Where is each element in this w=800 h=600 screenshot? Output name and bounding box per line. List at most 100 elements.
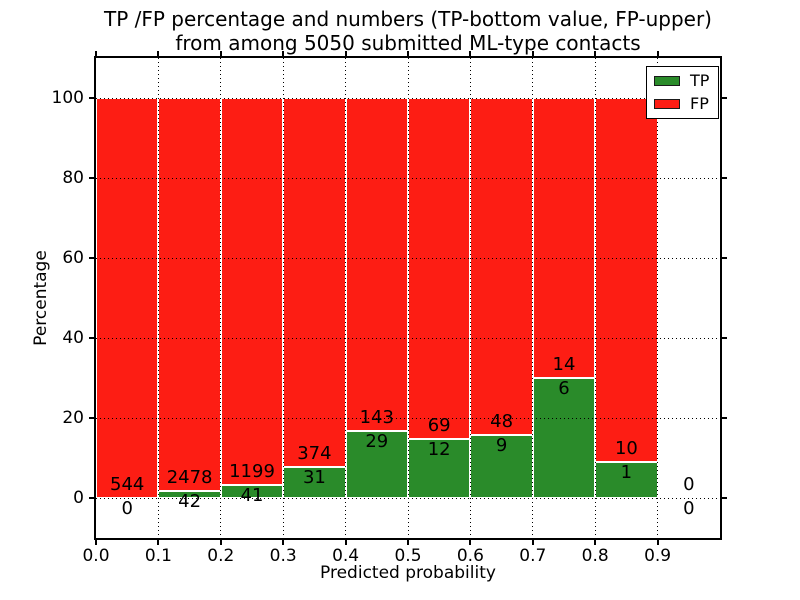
y-tick-label: 60	[62, 248, 84, 268]
tp-count-label: 29	[365, 430, 389, 452]
fp-count-label: 2478	[166, 467, 213, 489]
x-tick-label: 0.8	[581, 546, 609, 566]
x-tick-label: 0.6	[456, 546, 484, 566]
y-tick-mark-right	[722, 177, 727, 179]
x-tick-label: 0.4	[332, 546, 360, 566]
legend-label-fp: FP	[690, 94, 709, 113]
tp-count-label: 9	[495, 434, 508, 456]
y-tick-mark-right	[722, 337, 727, 339]
y-tick-mark	[89, 417, 94, 419]
x-tick-label: 0.7	[519, 546, 547, 566]
bar-segment-tp	[470, 434, 533, 498]
bar-segment-fp	[158, 98, 221, 492]
y-tick-label: 40	[62, 328, 84, 348]
tp-count-label: 0	[683, 498, 695, 519]
y-tick-label: 20	[62, 408, 84, 428]
x-tick-mark-top	[282, 51, 285, 56]
bar-segment-fp	[283, 98, 346, 468]
x-tick-mark-top	[157, 51, 160, 56]
bar-segment-fp	[345, 98, 408, 431]
y-tick-label: 0	[73, 488, 84, 508]
legend-swatch-fp-icon	[654, 99, 680, 109]
y-tick-mark	[89, 97, 94, 99]
legend-entry-fp: FP	[654, 96, 709, 112]
grid-line-vertical	[220, 58, 222, 538]
fp-count-label: 0	[683, 474, 695, 495]
x-tick-mark	[219, 540, 222, 545]
x-tick-mark	[469, 540, 472, 545]
grid-line-vertical	[469, 58, 471, 538]
x-tick-mark-top	[469, 51, 472, 56]
bar-segment-tp	[595, 461, 658, 498]
grid-line-vertical	[282, 58, 284, 538]
x-tick-mark-top	[344, 51, 347, 56]
y-tick-mark	[89, 337, 94, 339]
bar-segment-tp	[408, 438, 471, 498]
bar-segment-tp	[220, 484, 284, 498]
fp-count-label: 1199	[229, 460, 275, 482]
x-axis-label: Predicted probability	[320, 563, 496, 583]
y-tick-mark	[89, 497, 94, 499]
tp-count-label: 31	[302, 467, 326, 489]
x-tick-mark-top	[531, 51, 534, 56]
y-tick-label: 100	[51, 88, 84, 108]
y-tick-label: 80	[62, 168, 84, 188]
x-tick-mark-top	[407, 51, 409, 56]
grid-line-horizontal	[96, 97, 720, 99]
y-tick-mark-right	[722, 497, 727, 499]
x-tick-label: 0.2	[207, 546, 235, 566]
y-tick-mark	[89, 177, 94, 179]
bar-segment-tp	[345, 430, 408, 498]
legend-label-tp: TP	[690, 71, 710, 90]
fp-count-label: 69	[427, 414, 451, 436]
x-tick-mark	[282, 540, 285, 545]
grid-line-horizontal	[96, 177, 720, 179]
grid-line-vertical	[594, 58, 596, 538]
bar-segment-tp	[283, 467, 346, 498]
bar-segment-fp	[470, 98, 533, 435]
bar-segment-fp	[408, 98, 471, 439]
legend-swatch-tp-icon	[654, 76, 680, 86]
fp-count-label: 544	[110, 474, 145, 495]
grid-line-horizontal	[96, 337, 720, 339]
x-tick-mark	[344, 540, 347, 545]
grid-line-vertical	[157, 58, 159, 538]
bar-segment-fp	[220, 98, 284, 485]
chart-title-line1: TP /FP percentage and numbers (TP-bottom…	[104, 7, 712, 31]
x-tick-mark	[594, 540, 597, 545]
grid-line-vertical	[657, 58, 659, 538]
grid-line-vertical	[407, 58, 409, 538]
tp-count-label: 6	[558, 378, 570, 399]
x-tick-mark-top	[594, 51, 597, 56]
grid-line-vertical	[345, 58, 347, 538]
x-tick-mark-top	[95, 51, 97, 56]
fp-count-label: 143	[359, 406, 394, 428]
tp-count-label: 42	[178, 491, 202, 513]
x-tick-mark	[157, 540, 160, 545]
legend-entry-tp: TP	[654, 73, 709, 89]
bar-segment-fp	[595, 98, 658, 462]
x-tick-mark	[656, 540, 659, 545]
grid-line-horizontal	[96, 257, 720, 259]
tp-count-label: 1	[620, 461, 633, 483]
y-tick-mark	[89, 257, 94, 259]
grid-line-horizontal	[96, 497, 720, 499]
x-tick-label: 0.1	[144, 546, 172, 566]
fp-count-label: 14	[552, 354, 576, 375]
grid-line-vertical	[532, 58, 534, 538]
fp-count-label: 10	[614, 437, 638, 459]
grid-line-horizontal	[96, 417, 720, 419]
fp-count-label: 48	[490, 410, 514, 432]
fp-count-label: 374	[297, 443, 332, 465]
x-tick-mark-top	[656, 51, 659, 56]
y-axis-label: Percentage	[31, 250, 51, 346]
bar-segment-fp	[96, 98, 159, 498]
x-tick-mark-top	[219, 51, 222, 56]
bar-segment-fp	[532, 98, 596, 378]
x-tick-label: 0.9	[644, 546, 672, 566]
y-tick-mark-right	[722, 257, 727, 259]
tp-count-label: 41	[240, 484, 264, 506]
y-tick-mark-right	[722, 97, 727, 99]
y-tick-mark-right	[722, 417, 727, 419]
